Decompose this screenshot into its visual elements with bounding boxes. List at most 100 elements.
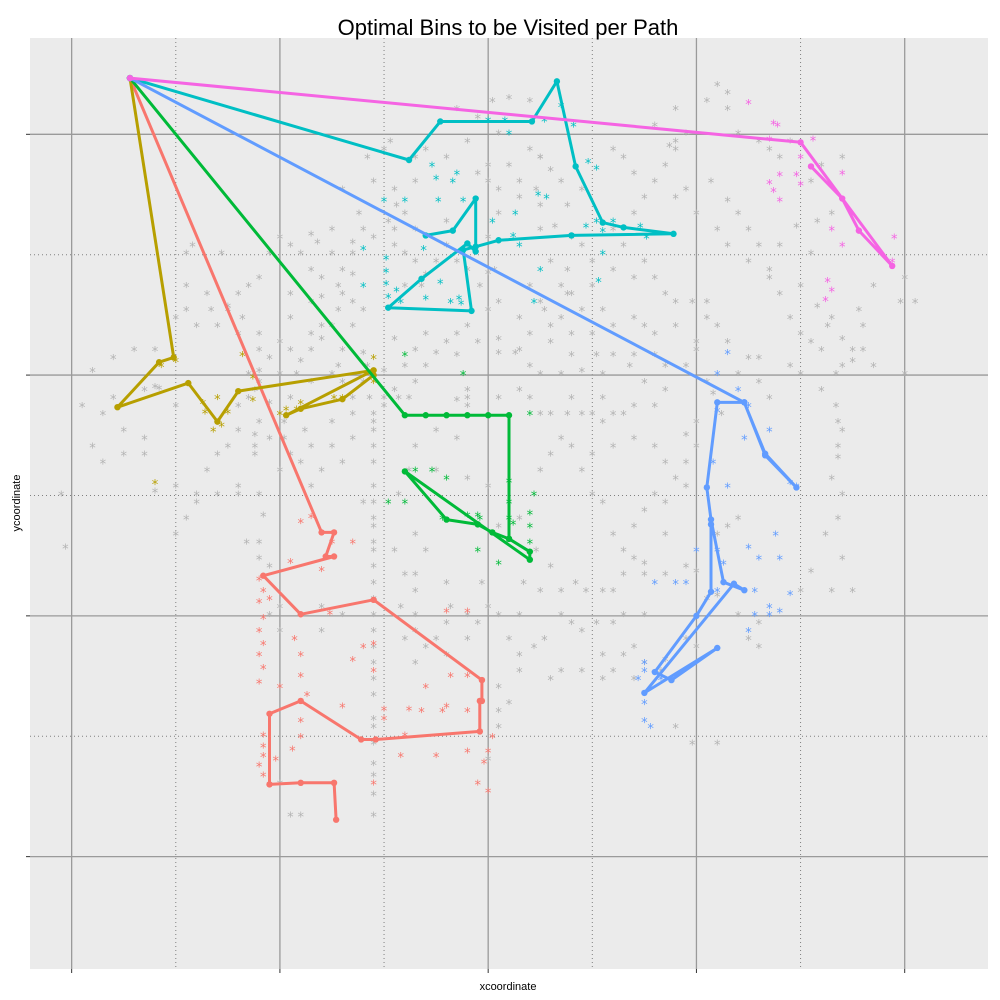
path-3-bin-point: * [439,514,446,529]
unselected-bin-point: * [193,489,200,504]
path-3-bin-point: * [402,498,409,513]
unselected-bin-point: * [402,361,409,376]
path-4-stop-point [620,224,627,231]
unselected-bin-point: * [839,425,846,440]
unselected-bin-point: * [537,409,544,424]
unselected-bin-point: * [683,128,690,143]
path-2-bin-point: * [202,408,209,423]
unselected-bin-point: * [443,241,450,256]
unselected-bin-point: * [245,393,252,408]
path-5-stop-point [741,586,748,594]
unselected-bin-point: * [537,297,544,312]
unselected-bin-point: * [252,441,259,456]
unselected-bin-point: * [277,626,284,641]
path-5-bin-point: * [751,610,758,625]
unselected-bin-point: * [454,329,461,344]
unselected-bin-point: * [693,567,700,582]
unselected-bin-point: * [370,233,377,248]
path-6-bin-point: * [829,225,836,240]
unselected-bin-point: * [443,337,450,352]
path-4-bin-point: * [456,294,463,309]
unselected-bin-point: * [693,417,700,432]
unselected-bin-point: * [422,546,429,561]
path-5-bin-point: * [787,589,794,604]
path-4-bin-point: * [537,265,544,280]
path-4-stop-point [568,232,575,239]
unselected-bin-point: * [547,674,554,689]
unselected-bin-point: * [370,690,377,705]
unselected-bin-point: * [839,152,846,167]
unselected-bin-point: * [718,409,725,424]
path-2-stop-point [214,418,221,425]
path-1-bin-point: * [260,730,267,745]
unselected-bin-point: * [370,714,377,729]
unselected-bin-point: * [447,602,454,617]
unselected-bin-point: * [808,176,815,191]
unselected-bin-point: * [579,666,586,681]
unselected-bin-point: * [547,257,554,272]
path-4-bin-point: * [506,128,513,143]
path-3-bin-point: * [402,350,409,365]
path-4-bin-point: * [531,297,538,312]
unselected-bin-point: * [370,514,377,529]
path-5-bin-point: * [766,610,773,625]
unselected-bin-point: * [277,337,284,352]
unselected-bin-point: * [610,666,617,681]
path-2-stop-point [114,403,121,411]
unselected-bin-point: * [475,618,482,633]
path-5-stop-point [703,484,711,491]
unselected-bin-point: * [652,441,659,456]
unselected-bin-point: * [835,453,842,468]
path-4-stop-point [385,304,392,311]
unselected-bin-point: * [235,401,242,416]
path-2-bin-point: * [210,425,217,440]
path-4-bin-point: * [593,217,600,232]
path-5-bin-point: * [641,698,648,713]
unselected-bin-point: * [454,257,461,272]
path-6-bin-point: * [824,276,831,291]
unselected-bin-point: * [547,165,554,180]
unselected-bin-point: * [835,441,842,456]
unselected-bin-point: * [308,265,315,280]
unselected-bin-point: * [599,417,606,432]
unselected-bin-point: * [287,393,294,408]
path-5-stop-point [793,484,800,491]
unselected-bin-point: * [579,241,586,256]
path-2-bin-point: * [158,361,165,376]
unselected-bin-point: * [870,361,877,376]
unselected-bin-point: * [335,305,342,320]
unselected-bin-point: * [412,570,419,585]
unselected-bin-point: * [256,417,263,432]
path-5-bin-point: * [776,554,783,569]
unselected-bin-point: * [631,168,638,183]
path-1-stop-point [478,676,486,684]
unselected-bin-point: * [391,184,398,199]
path-5-bin-point: * [724,481,731,496]
unselected-bin-point: * [485,754,492,769]
unselected-bin-point: * [631,350,638,365]
path-4-bin-point: * [435,196,442,211]
unselected-bin-point: * [849,345,856,360]
unselected-bin-point: * [714,80,721,95]
path-6-stop-point [807,163,815,170]
unselected-bin-point: * [433,465,440,480]
path-5-bin-point: * [724,348,731,363]
unselected-bin-point: * [818,160,825,175]
unselected-bin-point: * [683,184,690,199]
path-1-bin-point: * [381,705,388,720]
unselected-bin-point: * [252,430,259,445]
path-1-bin-point: * [297,671,304,686]
unselected-bin-point: * [531,642,538,657]
unselected-bin-point: * [495,706,502,721]
unselected-bin-point: * [589,489,596,504]
unselected-bin-point: * [287,811,294,826]
unselected-bin-point: * [297,457,304,472]
path-5-bin-point: * [693,546,700,561]
path-1-bin-point: * [260,613,267,628]
unselected-bin-point: * [631,522,638,537]
unselected-bin-point: * [620,610,627,625]
path-1-bin-point: * [464,671,471,686]
unselected-bin-point: * [631,209,638,224]
path-4-bin-point: * [454,168,461,183]
path-2-bin-point: * [370,353,377,368]
